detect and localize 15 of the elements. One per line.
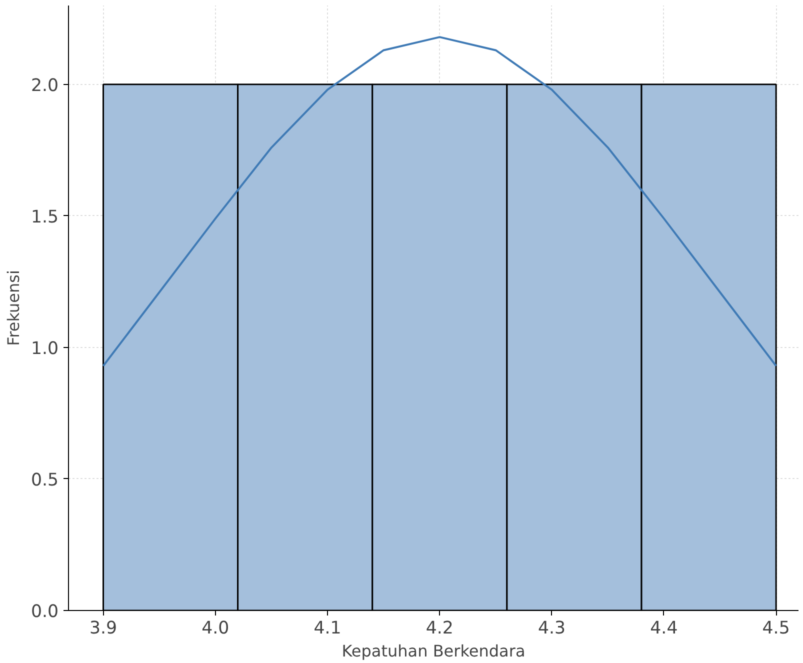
- line-series: [102, 36, 778, 367]
- x-tick-label: 4.5: [762, 618, 790, 638]
- x-tick-label: 4.4: [650, 618, 678, 638]
- x-tick-label: 4.0: [202, 618, 230, 638]
- x-axis-title: Kepatuhan Berkendara: [342, 642, 526, 660]
- y-axis-title: Frekuensi: [4, 270, 23, 346]
- y-tick-label: 1.0: [30, 338, 59, 359]
- y-tick-label: 2.0: [30, 76, 59, 96]
- x-tick-label: 3.9: [89, 618, 118, 638]
- x-tick-label: 4.1: [314, 618, 342, 638]
- x-tick-label: 4.3: [538, 618, 566, 638]
- y-tick-label: 0.0: [30, 602, 59, 622]
- y-tick-label: 0.5: [30, 470, 59, 490]
- x-tick-label: 4.2: [426, 618, 454, 638]
- y-tick-label: 1.5: [30, 207, 59, 228]
